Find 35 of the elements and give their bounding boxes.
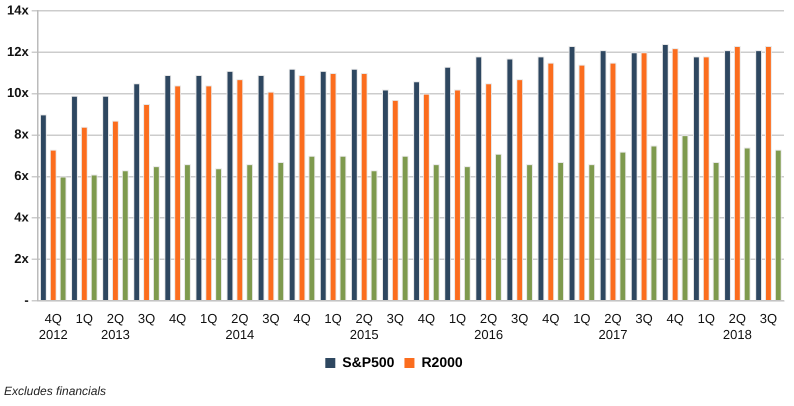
legend-label: R2000: [421, 354, 463, 370]
x-tick-label: 4Q: [666, 311, 684, 326]
x-tick-label: 2Q 2014: [225, 311, 254, 342]
x-tick-label: 4Q 2012: [38, 311, 68, 342]
y-tick-label: 12x: [6, 44, 30, 59]
x-tick-label: 2Q 2013: [100, 311, 130, 342]
y-tick-label: 6x: [14, 168, 30, 184]
x-tick-label: 1Q: [573, 311, 591, 326]
x-tick-label: 4Q: [542, 311, 560, 326]
x-tick-label: 1Q: [698, 311, 715, 326]
x-tick-label: 4Q: [418, 311, 436, 326]
x-tick-label: 2Q 2015: [350, 311, 379, 342]
x-tick-label: 4Q: [293, 311, 311, 326]
legend-label: S&P500: [342, 354, 395, 370]
x-tick-label: 3Q: [386, 311, 404, 326]
y-tick-label: 10x: [6, 85, 30, 100]
text: Excludes financials: [4, 384, 106, 398]
x-tick-label: 3Q: [262, 311, 280, 326]
x-tick-label: 3Q: [138, 311, 156, 326]
x-tick-label: 3Q: [760, 311, 778, 326]
x-tick-label: 3Q: [635, 311, 653, 326]
x-tick-label: 4Q: [168, 311, 186, 326]
y-tick-label: 4x: [14, 210, 30, 225]
x-tick-label: 2Q 2016: [474, 311, 504, 342]
y-tick-label: 2x: [14, 250, 30, 266]
x-tick-label: 2Q 2017: [598, 311, 628, 342]
x-tick-label: 1Q: [200, 311, 218, 326]
x-tick-label: 2Q 2018: [722, 311, 752, 342]
x-tick-label: 1Q: [324, 311, 342, 326]
y-tick-label: 14x: [6, 2, 30, 18]
x-tick-label: 3Q: [511, 311, 528, 326]
y-tick-label: -: [24, 292, 29, 308]
x-tick-label: 1Q: [448, 311, 466, 326]
x-tick-label: 1Q: [76, 311, 94, 326]
y-tick-label: 8x: [14, 126, 30, 142]
